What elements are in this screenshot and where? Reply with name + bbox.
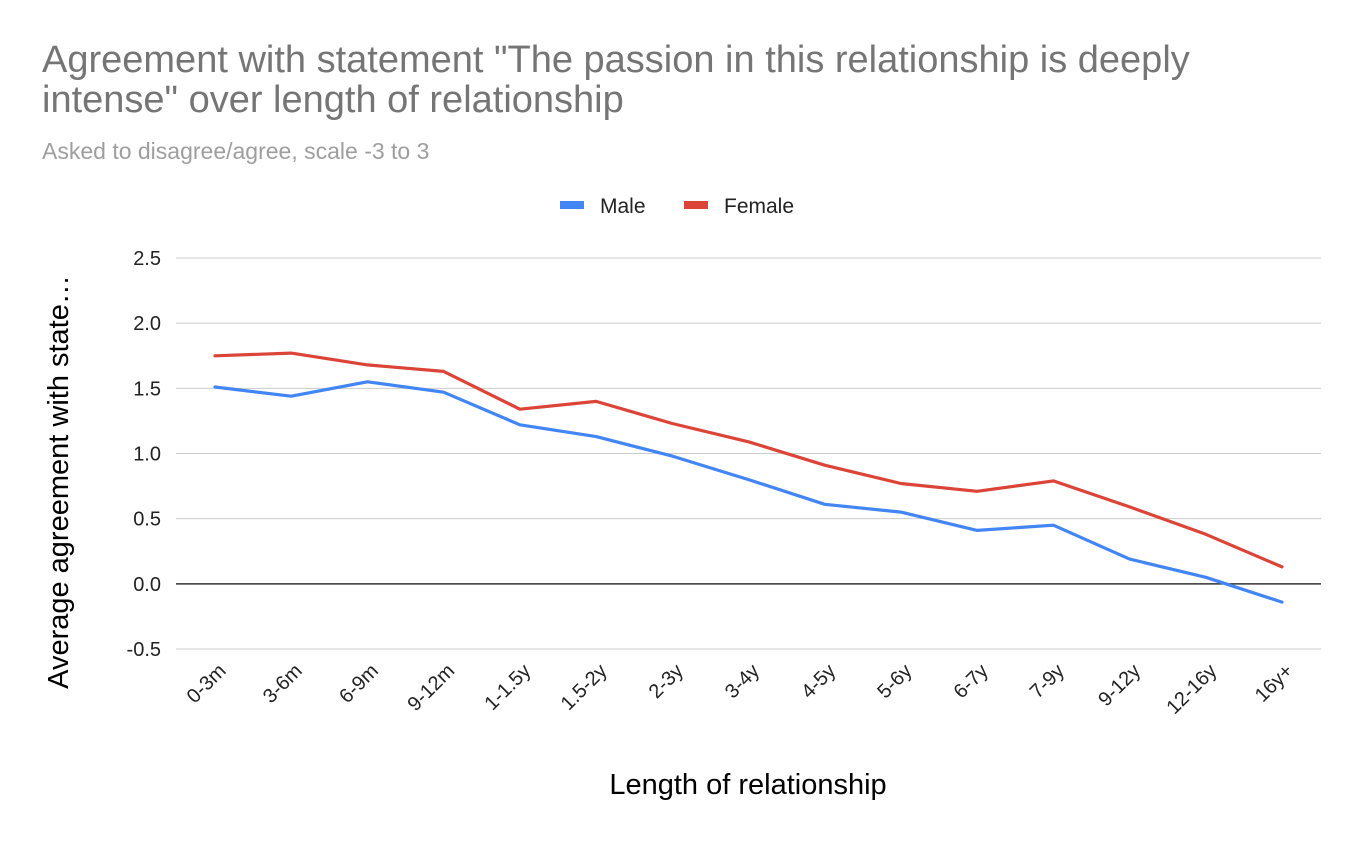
- y-tick-label: 0.5: [133, 509, 161, 531]
- x-tick-label: 12-16y: [1163, 660, 1222, 719]
- y-tick-label: 2.0: [133, 313, 161, 335]
- y-tick-label: 0.0: [133, 574, 161, 596]
- legend-label-male: Male: [600, 195, 646, 218]
- x-tick-label: 1.5-2y: [557, 660, 612, 715]
- legend: Male Female: [560, 195, 794, 218]
- y-tick-label: -0.5: [127, 639, 161, 661]
- y-axis-title: Average agreement with state…: [43, 275, 75, 689]
- x-tick-label: 3-6m: [259, 660, 307, 708]
- legend-swatch-female: [684, 201, 708, 209]
- x-tick-label: 7-9y: [1026, 660, 1069, 703]
- x-tick-label: 6-7y: [950, 660, 993, 703]
- x-tick-label: 16y+: [1251, 660, 1298, 707]
- x-axis-title: Length of relationship: [609, 769, 886, 801]
- x-tick-label: 9-12y: [1094, 660, 1145, 711]
- x-tick-label: 2-3y: [645, 660, 688, 703]
- x-tick-label: 0-3m: [183, 660, 231, 708]
- gridlines: [176, 257, 1321, 650]
- x-tick-label: 9-12m: [404, 660, 460, 716]
- chart-title: Agreement with statement "The passion in…: [42, 39, 1190, 121]
- series-lines: [213, 351, 1284, 604]
- legend-label-female: Female: [724, 195, 794, 218]
- legend-swatch-male: [560, 201, 584, 209]
- y-tick-label: 1.5: [133, 378, 161, 400]
- x-tick-label: 4-5y: [797, 660, 840, 703]
- y-tick-label: 2.5: [133, 248, 161, 270]
- y-axis-ticks: -0.5 0.0 0.5 1.0 1.5 2.0 2.5: [127, 248, 161, 661]
- x-axis-ticks: 0-3m 3-6m 6-9m 9-12m 1-1.5y 1.5-2y 2-3y 3-4y 4-5…: [183, 660, 1298, 719]
- series-line-male: [213, 380, 1284, 604]
- x-tick-label: 5-6y: [873, 660, 916, 703]
- x-tick-label: 1-1.5y: [481, 660, 536, 715]
- y-tick-label: 1.0: [133, 444, 161, 466]
- x-tick-label: 3-4y: [721, 660, 764, 703]
- chart-subtitle: Asked to disagree/agree, scale -3 to 3: [42, 138, 430, 164]
- series-line-female: [213, 351, 1284, 569]
- x-tick-label: 6-9m: [335, 660, 383, 708]
